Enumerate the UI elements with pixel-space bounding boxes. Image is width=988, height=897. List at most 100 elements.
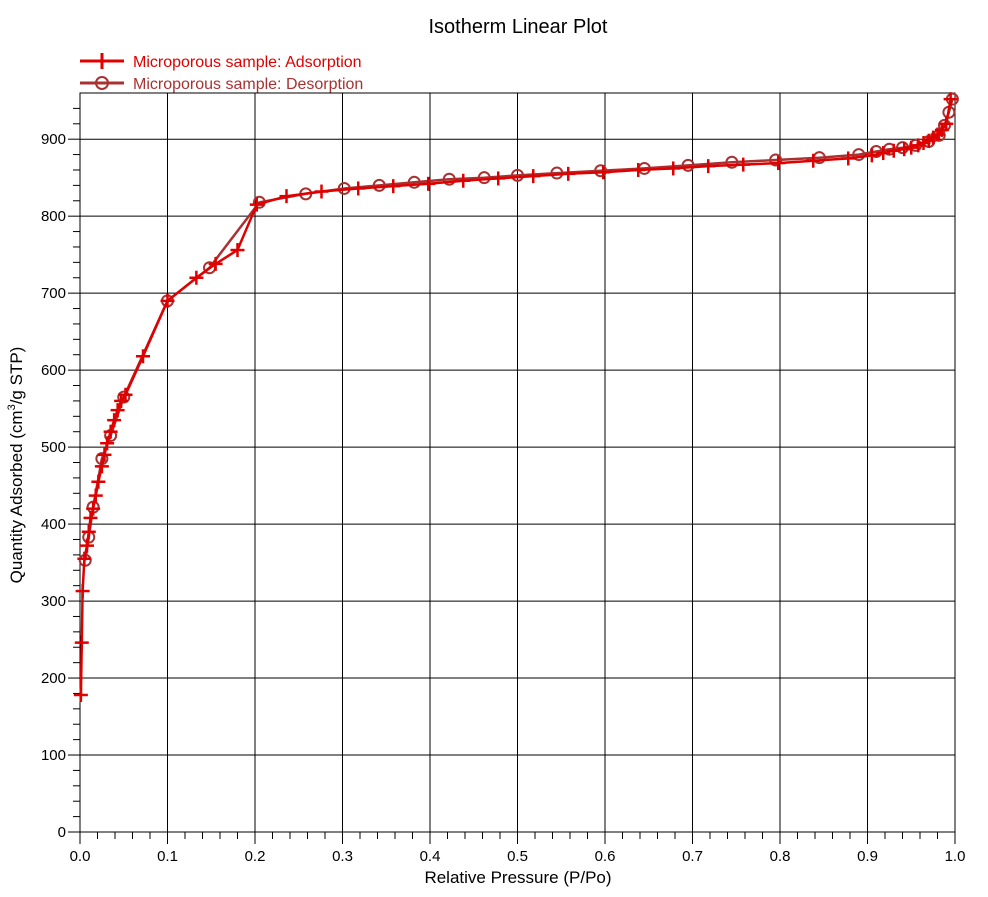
data-point-plus	[77, 551, 92, 566]
minor-ticks	[73, 107, 956, 844]
legend-entry-adsorption: Microporous sample: Adsorption	[80, 53, 362, 71]
data-point-plus	[771, 156, 786, 171]
data-point-circle	[681, 158, 695, 172]
y-tick-label: 100	[41, 747, 66, 764]
data-point-plus	[110, 403, 125, 418]
y-tick-label: 0	[58, 824, 66, 841]
data-point-plus	[75, 584, 90, 599]
data-point-plus	[279, 189, 294, 204]
data-point-plus	[386, 179, 401, 194]
x-tick-label: 1.0	[945, 848, 966, 865]
data-point-circle	[477, 171, 491, 185]
data-point-plus	[230, 243, 245, 258]
y-tick-label: 200	[41, 670, 66, 687]
data-point-plus	[421, 176, 436, 191]
data-point-plus	[491, 171, 506, 186]
legend-label-desorption: Microporous sample: Desorption	[133, 76, 363, 93]
legend-entry-desorption: Microporous sample: Desorption	[80, 76, 363, 93]
x-axis-ticks: 0.0 0.1 0.2 0.3 0.4 0.5 0.6 0.7 0.8 0.9 1.0	[70, 848, 966, 865]
data-point-plus	[666, 161, 681, 176]
x-tick-label: 0.1	[157, 848, 178, 865]
data-point-plus	[943, 92, 958, 107]
data-point-plus	[897, 142, 912, 157]
data-point-circle	[852, 148, 866, 162]
x-tick-label: 0.3	[332, 848, 353, 865]
x-tick-label: 0.0	[70, 848, 91, 865]
x-tick-label: 0.7	[682, 848, 703, 865]
data-point-plus	[596, 165, 611, 180]
x-tick-label: 0.6	[595, 848, 616, 865]
chart-title: Isotherm Linear Plot	[429, 16, 608, 38]
data-point-circle	[511, 168, 524, 182]
data-point-plus	[886, 143, 901, 158]
x-axis-label: Relative Pressure (P/Po)	[424, 868, 611, 887]
data-point-plus	[314, 184, 329, 199]
series-adsorption	[73, 92, 958, 702]
plot-frame	[79, 92, 956, 833]
data-point-plus	[160, 293, 175, 308]
y-tick-label: 300	[41, 593, 66, 610]
data-point-plus	[841, 151, 856, 166]
series-layer	[73, 92, 959, 702]
data-point-plus	[876, 146, 891, 161]
series-desorption	[78, 92, 959, 567]
data-point-circle	[117, 390, 131, 404]
data-point-circle	[725, 155, 739, 169]
data-point-plus	[100, 436, 115, 451]
data-point-plus	[351, 181, 366, 196]
x-tick-label: 0.2	[245, 848, 266, 865]
data-point-circle	[407, 175, 421, 189]
data-point-plus	[81, 524, 96, 539]
y-axis-label-prefix: Quantity Adsorbed (cm	[7, 410, 26, 583]
data-point-plus	[97, 447, 112, 462]
data-point-plus	[456, 173, 471, 188]
data-point-plus	[80, 538, 94, 553]
data-point-circle	[442, 172, 456, 186]
y-axis-label-superscript: 3	[6, 404, 18, 410]
legend-label-adsorption: Microporous sample: Adsorption	[133, 54, 362, 71]
data-point-plus	[864, 148, 879, 163]
legend: Microporous sample: Adsorption Microporo…	[80, 53, 363, 93]
data-point-plus	[249, 197, 264, 212]
data-point-plus	[94, 459, 109, 474]
data-point-plus	[74, 635, 89, 650]
data-point-plus	[103, 424, 118, 439]
data-point-plus	[736, 157, 751, 172]
data-point-plus	[88, 488, 103, 503]
x-tick-label: 0.9	[857, 848, 878, 865]
data-point-plus	[939, 116, 954, 131]
grid	[79, 93, 956, 833]
y-tick-label: 400	[41, 516, 66, 533]
data-point-circle	[769, 153, 783, 167]
y-axis-label-suffix: /g STP)	[7, 347, 26, 405]
y-axis-ticks: 0 100 200 300 400 500 600 700 800 900	[41, 131, 80, 841]
data-point-plus	[631, 162, 646, 177]
y-tick-label: 500	[41, 439, 66, 456]
data-point-plus	[73, 687, 88, 702]
y-tick-label: 800	[41, 208, 66, 225]
y-axis-label: Quantity Adsorbed (cm3/g STP)	[6, 347, 26, 584]
data-point-plus	[806, 153, 821, 168]
data-point-plus	[83, 510, 98, 525]
data-point-plus	[136, 349, 150, 364]
y-tick-label: 700	[41, 285, 66, 302]
x-tick-label: 0.5	[507, 848, 528, 865]
data-point-plus	[91, 474, 106, 489]
data-point-plus	[107, 413, 122, 428]
data-point-plus	[561, 166, 576, 181]
y-tick-label: 600	[41, 362, 66, 379]
data-point-plus	[208, 256, 223, 271]
data-point-plus	[526, 169, 541, 184]
y-tick-label: 900	[41, 131, 66, 148]
data-point-plus	[701, 159, 716, 174]
data-point-circle	[594, 164, 608, 178]
series-line	[79, 98, 952, 696]
data-point-plus	[904, 140, 919, 155]
data-point-plus	[86, 501, 101, 516]
x-tick-label: 0.4	[420, 848, 441, 865]
data-point-plus	[118, 387, 133, 402]
x-tick-label: 0.8	[770, 848, 791, 865]
data-point-circle	[372, 178, 386, 192]
data-point-plus	[189, 270, 204, 285]
